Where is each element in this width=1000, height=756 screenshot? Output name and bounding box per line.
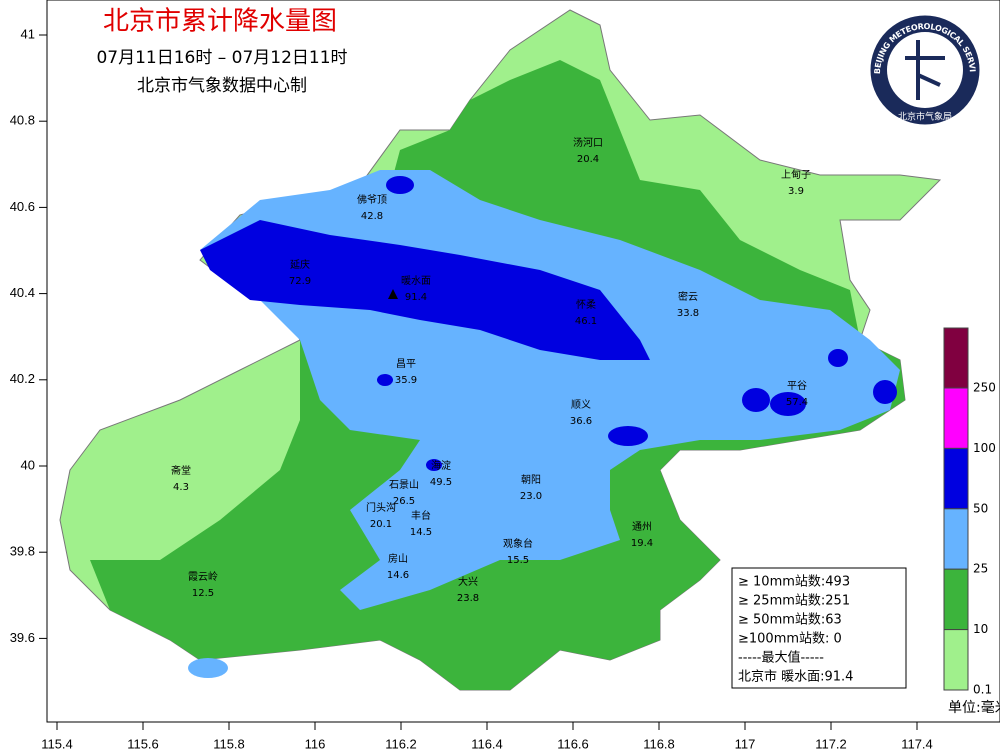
station-value: 20.1 bbox=[370, 519, 392, 530]
stats-line: ≥ 25mm站数:251 bbox=[738, 594, 850, 609]
x-tick-label: 116.2 bbox=[385, 736, 417, 751]
legend-label: 0.1 bbox=[973, 683, 992, 697]
station-value: 3.9 bbox=[788, 186, 804, 197]
legend-unit: 单位:毫米 bbox=[948, 699, 1000, 716]
station-value: 36.6 bbox=[570, 416, 592, 427]
x-tick-label: 116.8 bbox=[643, 736, 675, 751]
station-name: 石景山 bbox=[389, 479, 419, 491]
time-range: 07月11日16时 – 07月12日11时 bbox=[96, 48, 347, 68]
station-value: 23.8 bbox=[457, 593, 479, 604]
station-name: 怀柔 bbox=[576, 299, 596, 311]
station-name: 延庆 bbox=[290, 258, 310, 271]
title: 北京市累计降水量图 bbox=[103, 7, 337, 37]
station-value: 26.5 bbox=[393, 496, 415, 507]
stats-line: 北京市 暖水面:91.4 bbox=[738, 669, 853, 685]
station-value: 49.5 bbox=[430, 477, 452, 488]
station-name: 观象台 bbox=[503, 537, 533, 550]
legend-label: 50 bbox=[973, 501, 988, 515]
x-tick-label: 115.8 bbox=[213, 736, 245, 751]
station-name: 顺义 bbox=[571, 399, 591, 411]
y-tick-label: 40.4 bbox=[10, 285, 35, 300]
max-station-marker bbox=[388, 289, 398, 299]
stats-line: -----最大值----- bbox=[738, 650, 824, 666]
legend-label: 100 bbox=[973, 441, 996, 455]
stats-line: ≥ 10mm站数:493 bbox=[738, 575, 850, 590]
station-value: 20.4 bbox=[577, 154, 599, 165]
legend-label: 250 bbox=[973, 381, 996, 395]
station-name: 昌平 bbox=[396, 358, 416, 370]
x-tick-label: 116.6 bbox=[557, 736, 589, 751]
station-name: 门头沟 bbox=[366, 501, 396, 514]
x-tick-label: 116 bbox=[305, 736, 326, 751]
map-frame bbox=[46, 0, 1000, 723]
x-tick-label: 117 bbox=[735, 736, 756, 751]
rain-area bbox=[59, 9, 942, 691]
station-value: 4.3 bbox=[173, 482, 189, 493]
legend-swatch bbox=[943, 387, 969, 449]
legend-label: 25 bbox=[973, 562, 988, 576]
station-value: 91.4 bbox=[405, 292, 427, 303]
station-value: 23.0 bbox=[520, 491, 542, 502]
x-tick-label: 116.4 bbox=[471, 736, 503, 751]
stats-line: ≥100mm站数: 0 bbox=[738, 632, 842, 647]
station-name: 朝阳 bbox=[521, 474, 541, 486]
station-name: 丰台 bbox=[411, 509, 431, 522]
station-value: 14.5 bbox=[410, 527, 432, 538]
station-name: 暖水面 bbox=[401, 274, 431, 287]
station-value: 46.1 bbox=[575, 316, 597, 327]
station-value: 57.4 bbox=[786, 397, 808, 408]
station-name: 斋堂 bbox=[171, 464, 191, 477]
logo-name: 北京市气象局 bbox=[898, 111, 952, 123]
station-value: 33.8 bbox=[677, 308, 699, 319]
stats-line: ≥ 50mm站数:63 bbox=[738, 613, 842, 628]
y-tick-label: 41 bbox=[21, 26, 35, 41]
stats-box bbox=[731, 567, 907, 689]
station-name: 海淀 bbox=[431, 459, 451, 472]
y-tick-label: 39.6 bbox=[10, 630, 35, 645]
legend-swatch bbox=[943, 327, 969, 389]
station-value: 72.9 bbox=[289, 276, 311, 287]
station-name: 上甸子 bbox=[781, 168, 811, 181]
y-tick-label: 39.8 bbox=[10, 544, 35, 559]
station-name: 霞云岭 bbox=[188, 570, 218, 583]
legend-swatch bbox=[943, 629, 969, 691]
station-value: 14.6 bbox=[387, 570, 409, 581]
station-name: 房山 bbox=[388, 552, 408, 565]
y-tick-label: 40.2 bbox=[10, 371, 35, 386]
station-value: 19.4 bbox=[631, 538, 653, 549]
legend-swatch bbox=[943, 447, 969, 510]
station-name: 密云 bbox=[678, 290, 698, 303]
y-tick-label: 40.8 bbox=[10, 113, 35, 128]
station-name: 大兴 bbox=[458, 575, 478, 588]
x-tick-label: 115.4 bbox=[41, 736, 73, 751]
y-tick-label: 40.6 bbox=[10, 199, 35, 214]
legend-swatch bbox=[943, 568, 969, 631]
x-tick-label: 117.2 bbox=[815, 736, 847, 751]
station-name: 佛爷顶 bbox=[357, 193, 387, 206]
legend-label: 10 bbox=[973, 622, 988, 636]
station-name: 平谷 bbox=[787, 380, 807, 392]
station-value: 42.8 bbox=[361, 211, 383, 222]
station-value: 12.5 bbox=[192, 588, 214, 599]
station-value: 15.5 bbox=[507, 555, 529, 566]
x-tick-label: 117.4 bbox=[901, 736, 933, 751]
station-name: 汤河口 bbox=[573, 136, 603, 149]
legend-swatch bbox=[943, 508, 969, 570]
source: 北京市气象数据中心制 bbox=[137, 76, 307, 96]
station-value: 35.9 bbox=[395, 375, 417, 386]
x-tick-label: 115.6 bbox=[127, 736, 159, 751]
y-tick-label: 40 bbox=[21, 457, 35, 472]
station-name: 通州 bbox=[632, 521, 652, 533]
